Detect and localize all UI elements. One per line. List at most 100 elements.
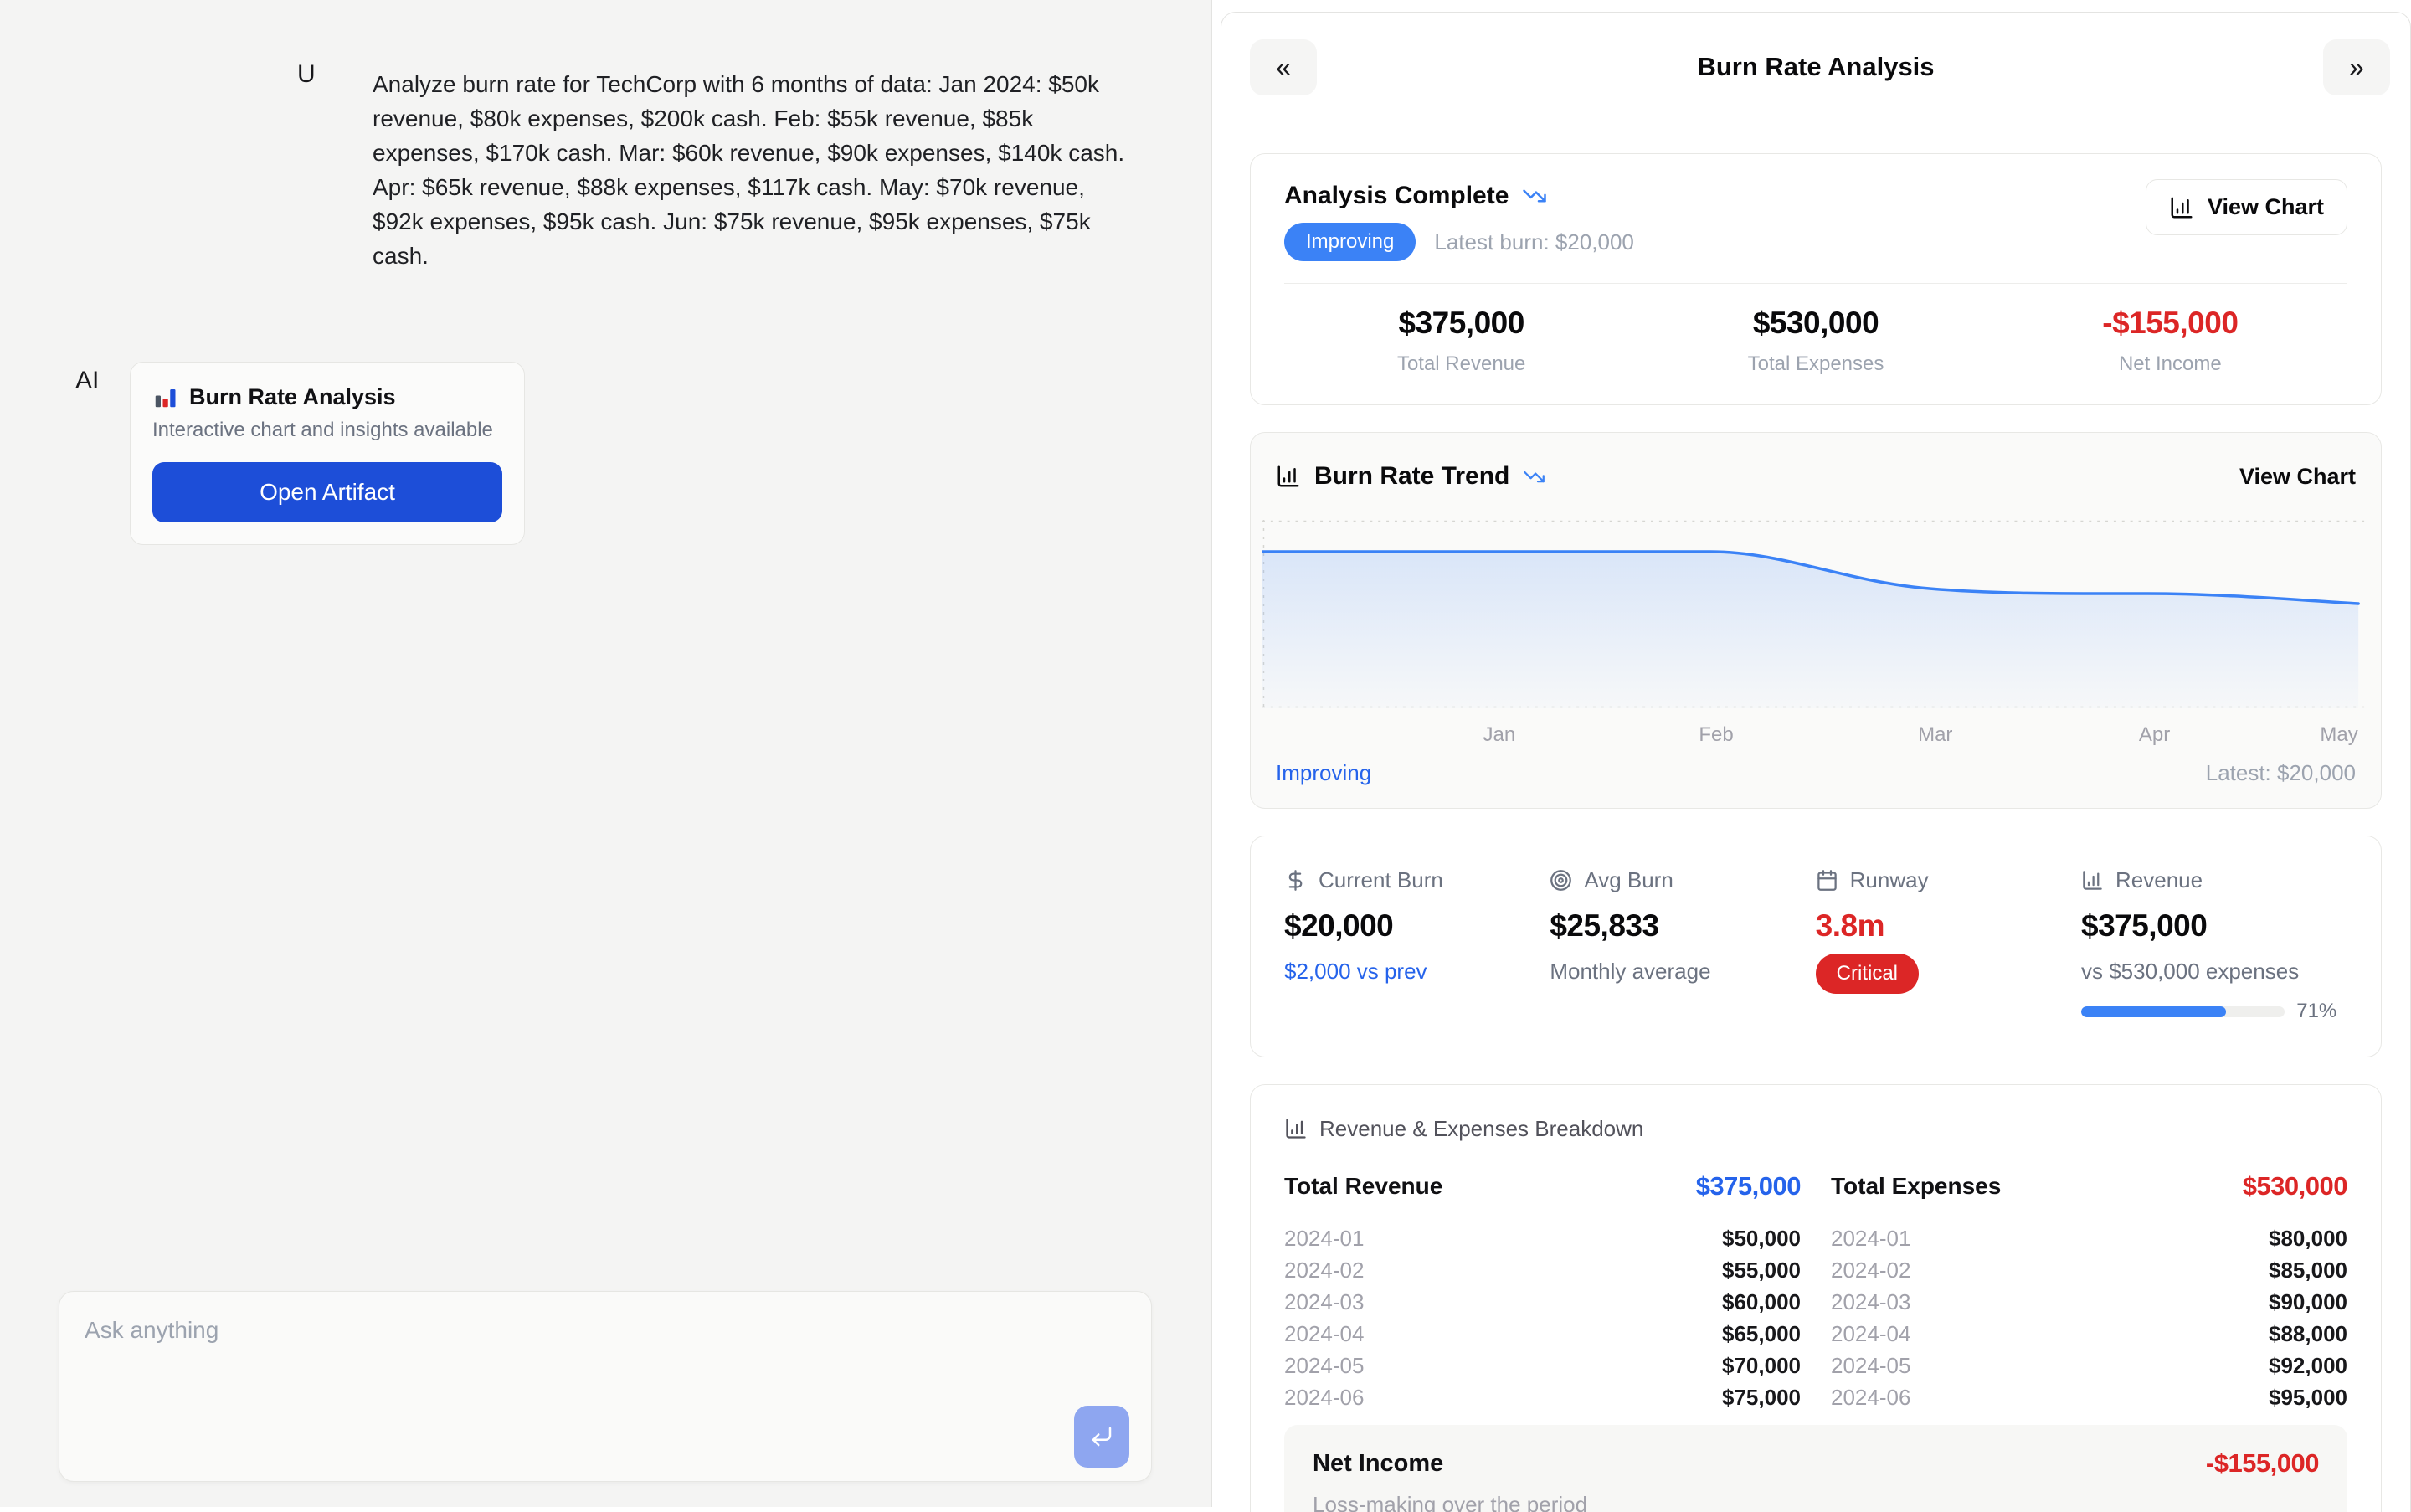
month-value: $65,000	[1722, 1320, 1801, 1346]
net-income-box: Net Income -$155,000 Loss-making over th…	[1284, 1425, 2347, 1512]
divider	[1284, 283, 2347, 284]
revenue-progress-track	[2081, 1005, 2285, 1017]
month-value: $75,000	[1722, 1384, 1801, 1410]
expenses-total-label: Total Expenses	[1831, 1173, 2002, 1199]
month-value: $90,000	[2269, 1288, 2347, 1314]
trending-down-icon	[1523, 465, 1545, 488]
total-expenses-label: Total Expenses	[1747, 352, 1884, 375]
avg-burn-value: $25,833	[1550, 908, 1659, 943]
burn-rate-trend-card: Burn Rate Trend View Chart	[1250, 432, 2382, 809]
collapse-panel-button[interactable]: «	[1250, 39, 1317, 95]
runway-kpi: Runway 3.8m Critical	[1815, 867, 2081, 1023]
revenue-label: Revenue	[2115, 867, 2203, 892]
user-message: Analyze burn rate for TechCorp with 6 mo…	[373, 71, 1125, 269]
month-label: 2024-06	[1284, 1384, 1365, 1410]
table-row: 2024-05 $92,000	[1831, 1350, 2347, 1381]
month-label: 2024-05	[1831, 1352, 1911, 1378]
x-tick: Jan	[1483, 723, 1516, 746]
expenses-total-value: $530,000	[2242, 1171, 2348, 1201]
view-chart-button[interactable]: View Chart	[2145, 179, 2347, 235]
current-burn-delta: $2,000 vs prev	[1284, 959, 1427, 984]
table-row: 2024-03 $90,000	[1831, 1286, 2347, 1318]
view-chart-label: View Chart	[2207, 194, 2324, 219]
return-arrow-icon	[1089, 1424, 1114, 1449]
analysis-summary-card: Analysis Complete Improving Latest burn:…	[1250, 153, 2382, 405]
bar-chart-icon	[1284, 1117, 1308, 1140]
revenue-total-label: Total Revenue	[1284, 1173, 1443, 1199]
target-icon	[1550, 869, 1572, 892]
runway-value: 3.8m	[1815, 908, 1885, 943]
bar-chart-icon	[2169, 195, 2194, 220]
table-row: 2024-01 $50,000	[1284, 1222, 1801, 1254]
x-axis-tick-labels: Jan Feb Mar Apr May	[1262, 708, 2369, 755]
artifact-card-title: Burn Rate Analysis	[189, 384, 396, 409]
kpi-card: Current Burn $20,000 $2,000 vs prev Avg …	[1250, 836, 2382, 1057]
month-label: 2024-06	[1831, 1384, 1911, 1410]
user-avatar: U	[297, 60, 316, 88]
month-label: 2024-01	[1831, 1225, 1911, 1251]
total-revenue-label: Total Revenue	[1396, 352, 1526, 375]
critical-badge: Critical	[1815, 954, 1919, 994]
trending-down-icon	[1522, 183, 1547, 208]
runway-label: Runway	[1849, 867, 1929, 892]
chat-input[interactable]: Ask anything	[59, 1291, 1152, 1482]
current-burn-label: Current Burn	[1319, 867, 1443, 892]
month-value: $95,000	[2269, 1384, 2347, 1410]
latest-burn-text: Latest burn: $20,000	[1434, 229, 1634, 255]
total-revenue-value: $375,000	[1398, 306, 1525, 340]
open-artifact-button[interactable]: Open Artifact	[152, 462, 502, 522]
month-label: 2024-03	[1284, 1288, 1365, 1314]
panel-title: Burn Rate Analysis	[1697, 51, 1935, 81]
expand-panel-button[interactable]: »	[2323, 39, 2390, 95]
avg-burn-kpi: Avg Burn $25,833 Monthly average	[1550, 867, 1815, 1023]
table-row: 2024-04 $65,000	[1284, 1318, 1801, 1350]
expenses-column: Total Expenses $530,000 2024-01 $80,000 …	[1831, 1169, 2348, 1413]
revenue-progress: 71%	[2081, 1000, 2336, 1023]
total-revenue-stat: $375,000 Total Revenue	[1284, 306, 1638, 376]
month-label: 2024-01	[1284, 1225, 1365, 1251]
month-value: $88,000	[2269, 1320, 2347, 1346]
table-row: 2024-06 $95,000	[1831, 1381, 2347, 1413]
month-value: $50,000	[1722, 1225, 1801, 1251]
artifact-card-subtitle: Interactive chart and insights available	[152, 419, 493, 441]
ai-avatar: AI	[75, 367, 100, 394]
net-income-value: -$155,000	[2205, 1448, 2320, 1478]
table-row: 2024-06 $75,000	[1284, 1381, 1801, 1413]
revenue-total-value: $375,000	[1695, 1171, 1802, 1201]
avg-burn-sub: Monthly average	[1550, 959, 1711, 984]
chat-input-placeholder: Ask anything	[85, 1317, 219, 1343]
net-income-stat: -$155,000 Net Income	[1993, 306, 2347, 376]
table-row: 2024-02 $85,000	[1831, 1254, 2347, 1286]
bar-chart-emoji-icon	[152, 385, 177, 410]
net-income-value: -$155,000	[2102, 306, 2239, 340]
table-row: 2024-05 $70,000	[1284, 1350, 1801, 1381]
x-tick: Apr	[2138, 723, 2171, 746]
avg-burn-label: Avg Burn	[1584, 867, 1673, 892]
artifact-card: Burn Rate Analysis Interactive chart and…	[130, 362, 525, 545]
month-value: $60,000	[1722, 1288, 1801, 1314]
month-value: $92,000	[2269, 1352, 2347, 1378]
total-expenses-stat: $530,000 Total Expenses	[1638, 306, 1992, 376]
calendar-icon	[1816, 869, 1838, 892]
burn-rate-area-chart	[1262, 520, 2369, 708]
panel-body: Analysis Complete Improving Latest burn:…	[1221, 121, 2410, 1512]
table-row: 2024-03 $60,000	[1284, 1286, 1801, 1318]
dollar-sign-icon	[1284, 869, 1307, 892]
table-row: 2024-02 $55,000	[1284, 1254, 1801, 1286]
table-row: 2024-01 $80,000	[1831, 1222, 2347, 1254]
bar-chart-icon	[2081, 869, 2104, 892]
revenue-progress-label: 71%	[2296, 1000, 2337, 1022]
net-income-note: Loss-making over the period	[1313, 1492, 1588, 1512]
trend-title: Burn Rate Trend	[1314, 462, 1510, 490]
month-label: 2024-02	[1831, 1257, 1911, 1283]
send-button[interactable]	[1074, 1406, 1129, 1468]
month-value: $80,000	[2269, 1225, 2347, 1251]
revenue-sub: vs $530,000 expenses	[2081, 959, 2300, 984]
revenue-kpi: Revenue $375,000 vs $530,000 expenses 71…	[2081, 867, 2347, 1023]
month-label: 2024-04	[1831, 1320, 1911, 1346]
chat-pane: U Analyze burn rate for TechCorp with 6 …	[0, 0, 1212, 1507]
month-value: $55,000	[1722, 1257, 1801, 1283]
trend-view-chart-link[interactable]: View Chart	[2239, 463, 2356, 489]
revenue-progress-fill	[2081, 1005, 2226, 1017]
total-expenses-value: $530,000	[1752, 306, 1879, 340]
